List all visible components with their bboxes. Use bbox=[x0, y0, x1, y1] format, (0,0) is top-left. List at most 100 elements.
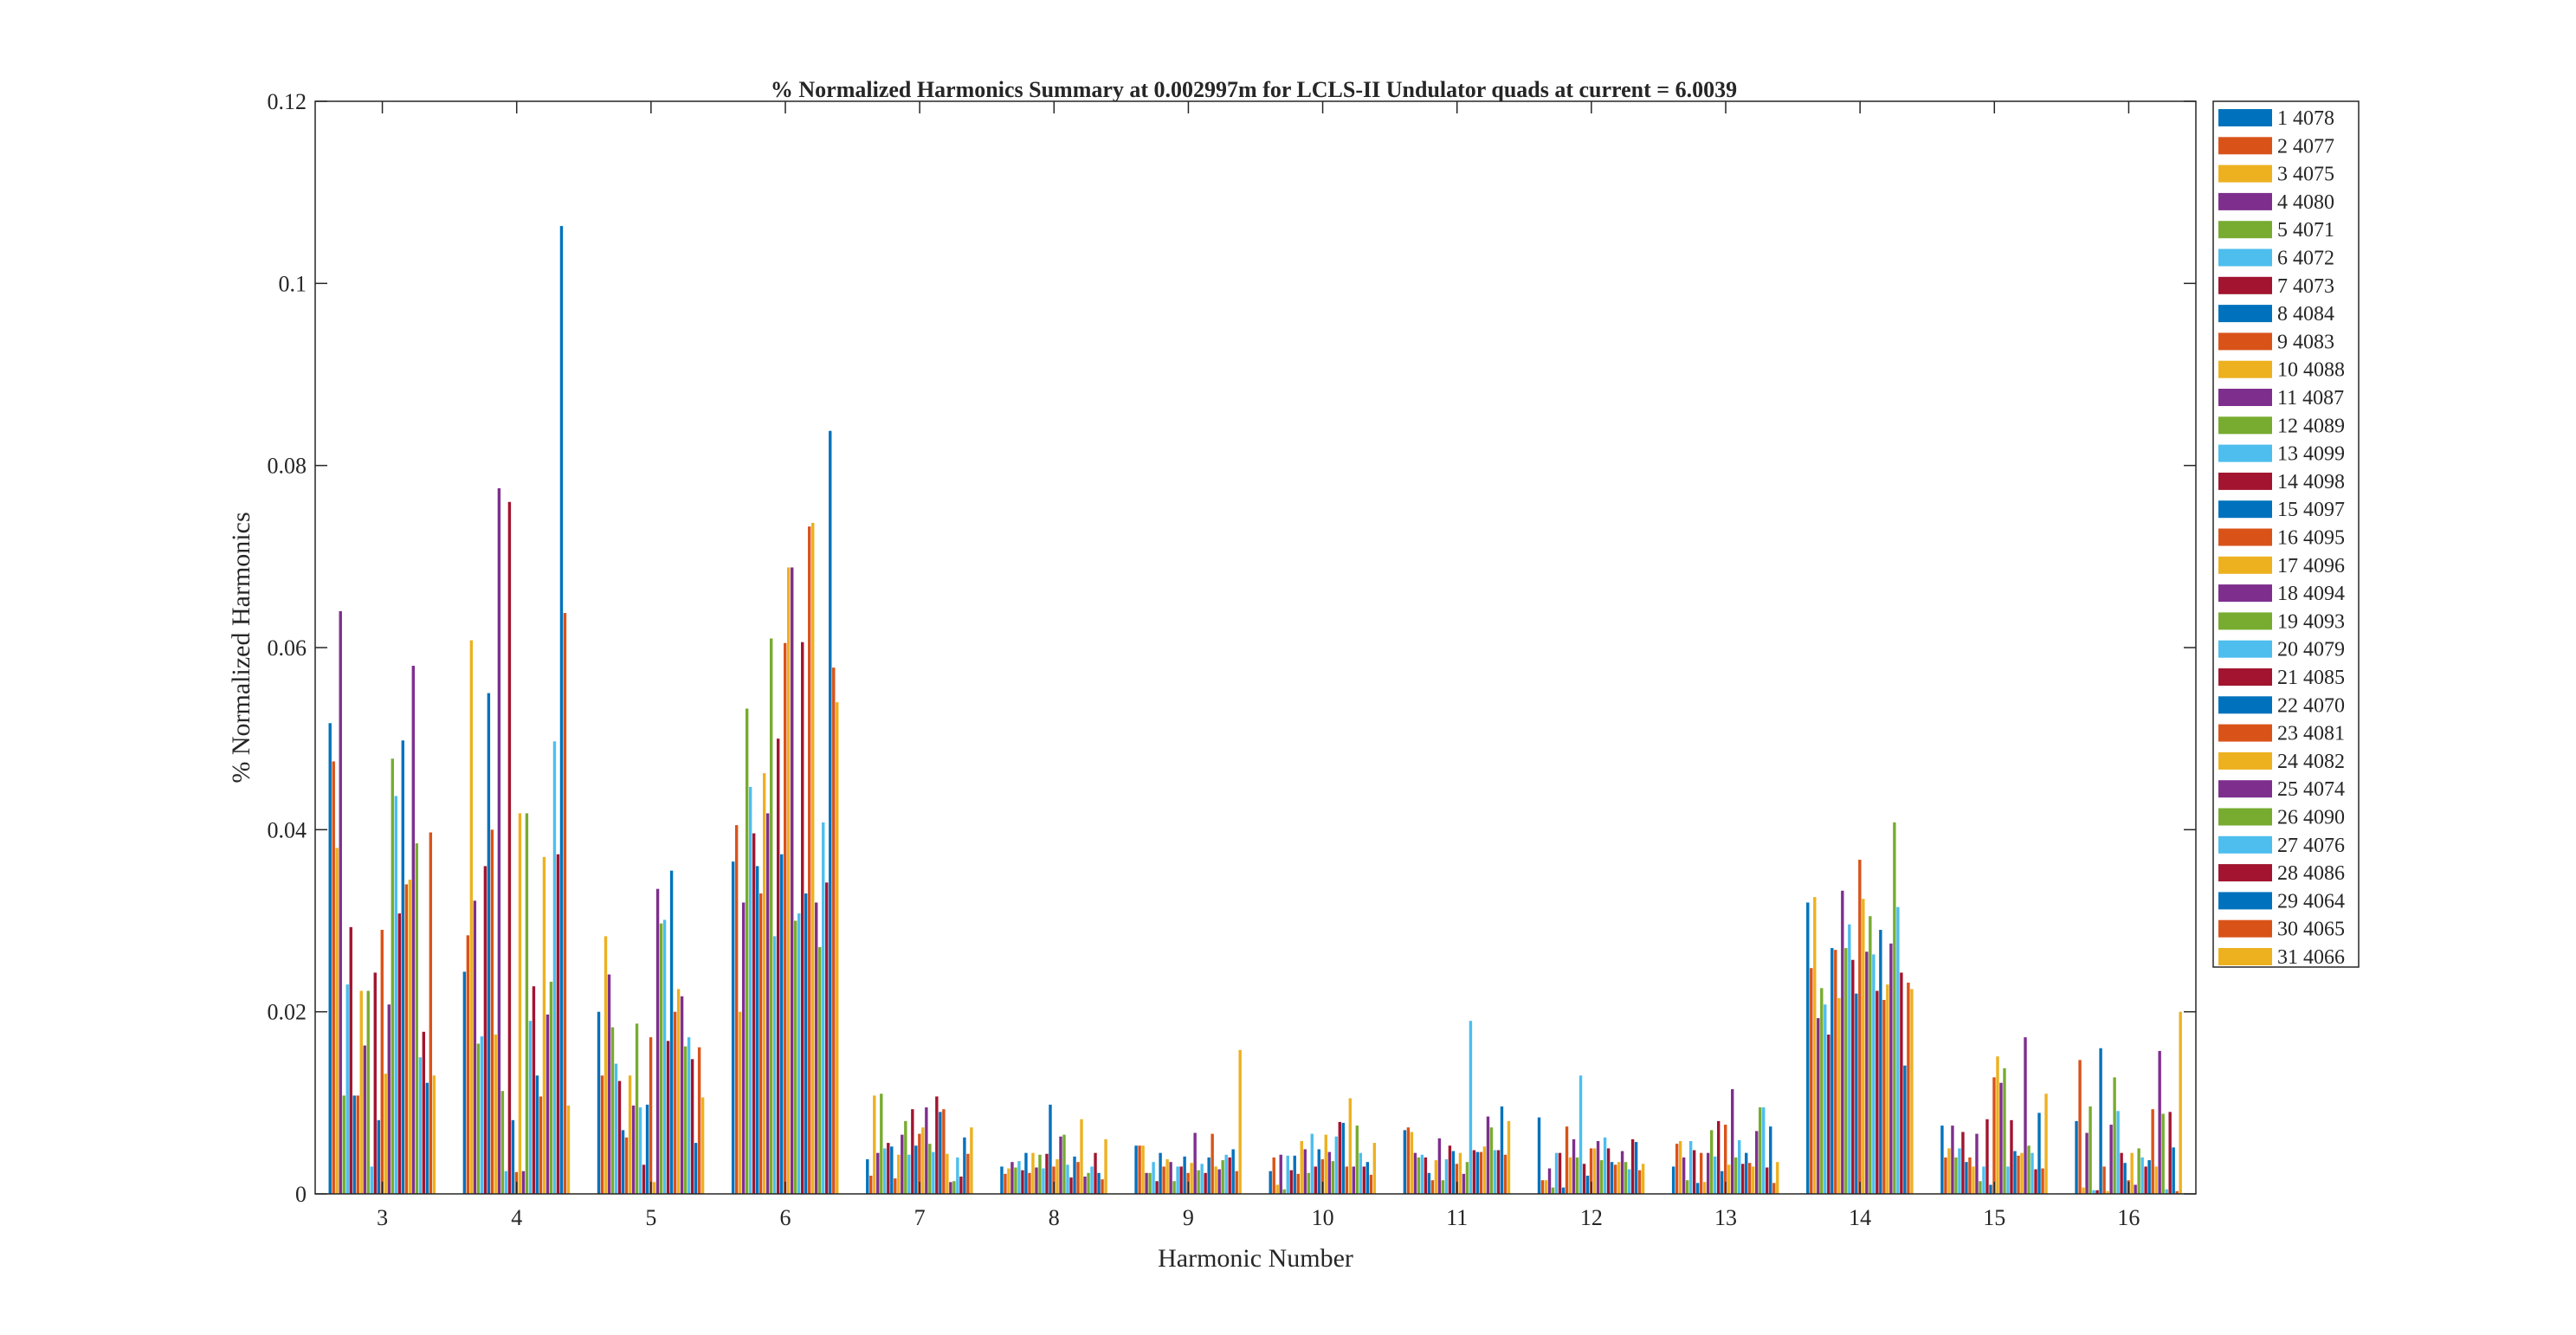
bar-4-series-23 bbox=[539, 1096, 543, 1194]
bar-15-series-27 bbox=[2030, 1152, 2034, 1194]
bar-11-series-20 bbox=[1469, 1021, 1473, 1194]
bar-15-series-22 bbox=[2013, 1151, 2017, 1194]
bar-7-series-11 bbox=[901, 1134, 904, 1194]
bar-15-series-31 bbox=[2044, 1093, 2048, 1194]
bar-6-series-16 bbox=[784, 642, 787, 1194]
bar-14-series-26 bbox=[1893, 822, 1896, 1194]
bar-6-series-7 bbox=[752, 833, 756, 1194]
bar-14-series-21 bbox=[1876, 990, 1879, 1194]
bar-12-series-26 bbox=[1624, 1162, 1628, 1194]
bar-9-series-29 bbox=[1231, 1149, 1235, 1194]
bar-9-series-22 bbox=[1207, 1157, 1211, 1194]
bar-9-series-6 bbox=[1152, 1162, 1155, 1194]
bar-13-series-27 bbox=[1762, 1107, 1766, 1194]
x-tick-label-12: 12 bbox=[1580, 1205, 1603, 1230]
bar-7-series-7 bbox=[887, 1143, 890, 1194]
bar-15-series-3 bbox=[1947, 1148, 1951, 1194]
bar-3-series-7 bbox=[349, 926, 352, 1194]
bar-14-series-13 bbox=[1848, 924, 1851, 1194]
bar-7-series-4 bbox=[876, 1152, 880, 1194]
bar-10-series-16 bbox=[1320, 1159, 1324, 1194]
bar-7-series-19 bbox=[928, 1144, 932, 1194]
bar-5-series-15 bbox=[645, 1104, 649, 1194]
bar-9-series-24 bbox=[1214, 1166, 1217, 1194]
bar-15-series-29 bbox=[2037, 1112, 2041, 1194]
bar-8-series-5 bbox=[1014, 1167, 1017, 1194]
bar-15-series-23 bbox=[2017, 1155, 2020, 1194]
bar-13-series-16 bbox=[1724, 1125, 1727, 1194]
bar-11-series-12 bbox=[1441, 1180, 1445, 1194]
bar-7-series-31 bbox=[970, 1127, 973, 1194]
bar-16-series-3 bbox=[2082, 1187, 2085, 1194]
legend-swatch-19 bbox=[2218, 612, 2272, 630]
bar-12-series-5 bbox=[1551, 1187, 1555, 1194]
bar-3-series-29 bbox=[425, 1082, 429, 1194]
legend-label-14: 14 4098 bbox=[2277, 471, 2345, 493]
bar-13-series-3 bbox=[1678, 1141, 1682, 1194]
bar-5-series-24 bbox=[676, 989, 681, 1195]
bar-15-series-18 bbox=[1999, 1082, 2003, 1194]
bar-9-series-10 bbox=[1165, 1159, 1169, 1194]
bar-6-series-9 bbox=[759, 893, 763, 1194]
bar-7-series-23 bbox=[942, 1109, 946, 1194]
bar-11-series-30 bbox=[1503, 1154, 1508, 1194]
bar-9-series-18 bbox=[1193, 1132, 1197, 1194]
bar-10-series-8 bbox=[1293, 1155, 1296, 1194]
bar-16-series-15 bbox=[2123, 1163, 2127, 1194]
bar-4-series-15 bbox=[511, 1119, 515, 1194]
bar-16-series-4 bbox=[2085, 1132, 2089, 1194]
bar-14-series-24 bbox=[1886, 984, 1889, 1194]
bar-13-series-28 bbox=[1766, 1167, 1769, 1194]
bar-8-series-12 bbox=[1038, 1154, 1042, 1194]
bar-5-series-4 bbox=[607, 974, 611, 1194]
legend-label-27: 27 4076 bbox=[2277, 835, 2345, 857]
bar-12-series-20 bbox=[1603, 1137, 1607, 1194]
bar-4-series-20 bbox=[528, 1021, 533, 1194]
bar-14-series-20 bbox=[1872, 954, 1876, 1194]
bar-14-series-11 bbox=[1841, 890, 1844, 1194]
bar-13-series-1 bbox=[1671, 1166, 1675, 1194]
bar-13-series-9 bbox=[1699, 1152, 1703, 1194]
bar-13-series-29 bbox=[1769, 1126, 1772, 1194]
bar-11-series-2 bbox=[1406, 1127, 1411, 1194]
bar-6-series-28 bbox=[825, 882, 829, 1194]
bar-12-series-21 bbox=[1606, 1148, 1611, 1194]
bar-4-series-8 bbox=[487, 693, 491, 1194]
bar-13-series-5 bbox=[1685, 1180, 1689, 1194]
bar-15-series-14 bbox=[1985, 1119, 1989, 1194]
bar-6-series-17 bbox=[787, 567, 791, 1194]
legend-swatch-14 bbox=[2218, 472, 2272, 490]
bar-15-series-20 bbox=[2006, 1166, 2010, 1194]
x-tick-label-6: 6 bbox=[780, 1205, 791, 1230]
bar-11-series-3 bbox=[1410, 1132, 1414, 1194]
bar-9-series-3 bbox=[1141, 1145, 1145, 1194]
bar-15-series-1 bbox=[1940, 1125, 1944, 1195]
bar-8-series-2 bbox=[1004, 1173, 1007, 1194]
bar-8-series-30 bbox=[1101, 1179, 1104, 1194]
bar-15-series-6 bbox=[1958, 1148, 1961, 1194]
bar-9-series-11 bbox=[1169, 1162, 1172, 1194]
legend-swatch-6 bbox=[2218, 248, 2272, 267]
legend-swatch-1 bbox=[2218, 109, 2272, 126]
bar-9-series-31 bbox=[1238, 1049, 1242, 1194]
bar-10-series-30 bbox=[1369, 1174, 1373, 1194]
bar-4-series-1 bbox=[462, 971, 467, 1194]
bar-7-series-6 bbox=[883, 1148, 887, 1194]
x-tick-label-3: 3 bbox=[377, 1205, 388, 1230]
bar-10-series-26 bbox=[1355, 1125, 1359, 1195]
bar-14-series-27 bbox=[1896, 906, 1900, 1194]
bar-14-series-14 bbox=[1851, 959, 1855, 1194]
bar-12-series-19 bbox=[1599, 1160, 1604, 1194]
legend-swatch-31 bbox=[2218, 948, 2272, 965]
bar-10-series-18 bbox=[1327, 1151, 1331, 1194]
legend-swatch-24 bbox=[2218, 751, 2272, 770]
bar-8-series-9 bbox=[1028, 1172, 1031, 1194]
bar-14-series-5 bbox=[1820, 988, 1824, 1194]
bar-9-series-26 bbox=[1221, 1160, 1224, 1194]
bar-5-series-25 bbox=[680, 996, 684, 1194]
bar-9-series-8 bbox=[1159, 1152, 1162, 1194]
bar-7-series-13 bbox=[907, 1154, 911, 1194]
bar-8-series-31 bbox=[1104, 1138, 1107, 1194]
bar-5-series-30 bbox=[697, 1047, 701, 1194]
